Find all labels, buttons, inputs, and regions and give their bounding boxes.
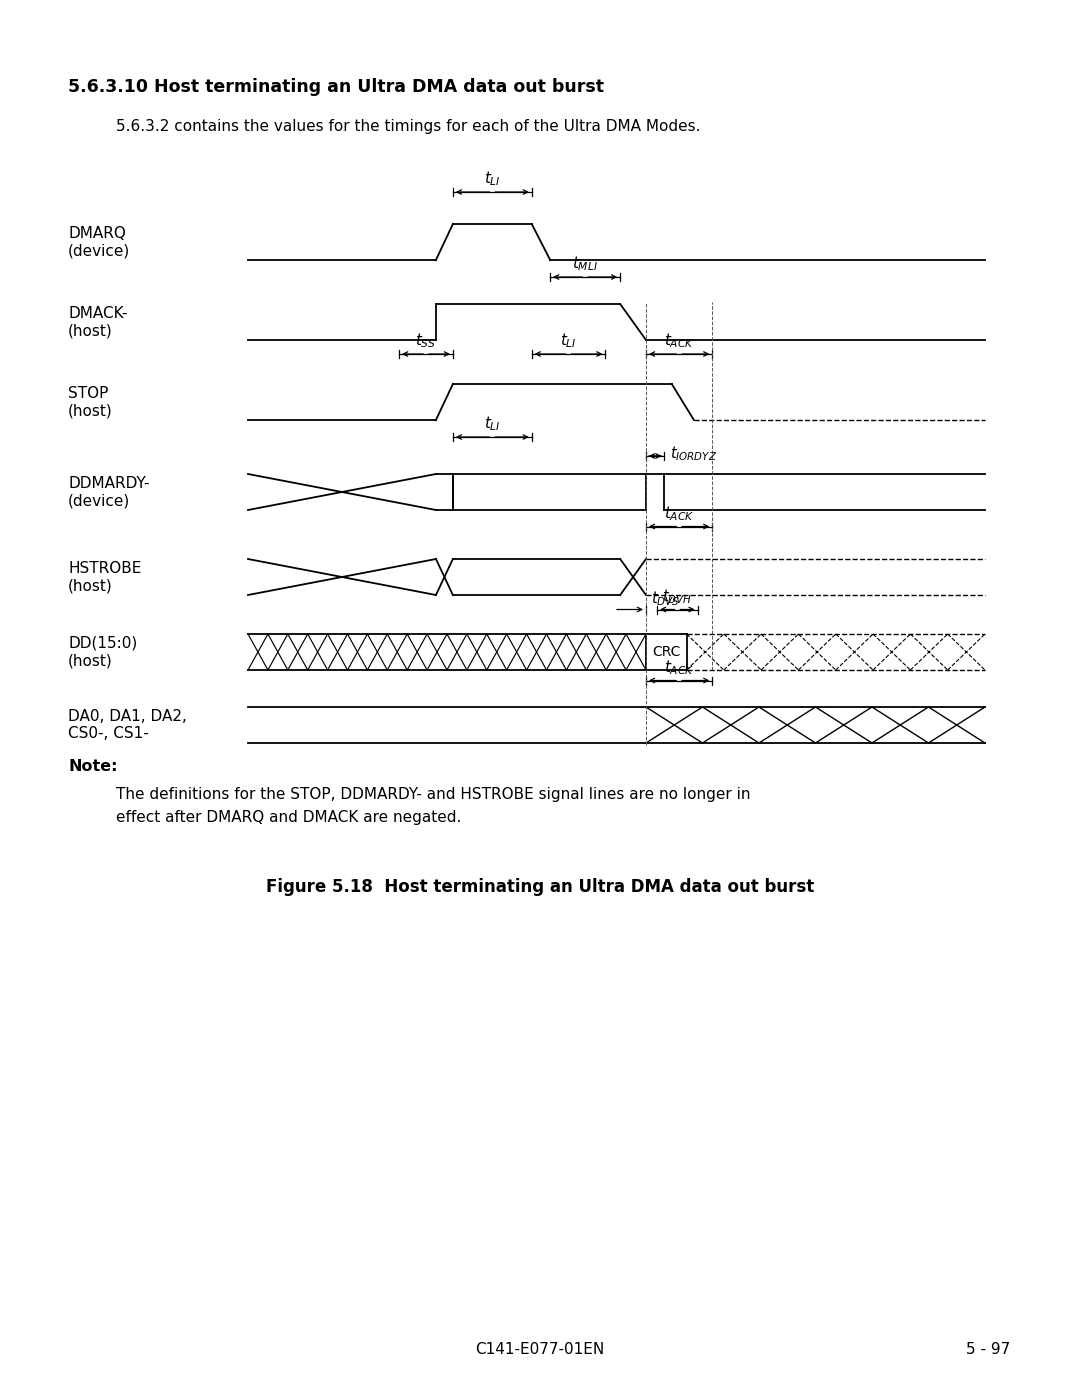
Text: $t_{SS}$: $t_{SS}$ [416,331,436,351]
Text: DA0, DA1, DA2,
CS0-, CS1-: DA0, DA1, DA2, CS0-, CS1- [68,708,187,742]
Text: Figure 5.18  Host terminating an Ultra DMA data out burst: Figure 5.18 Host terminating an Ultra DM… [266,877,814,895]
Text: DMARQ
(device): DMARQ (device) [68,226,131,258]
Text: $t_{IORDYZ}$: $t_{IORDYZ}$ [671,444,718,464]
Text: 5.6.3.2 contains the values for the timings for each of the Ultra DMA Modes.: 5.6.3.2 contains the values for the timi… [116,120,701,134]
Text: $t_{LI}$: $t_{LI}$ [484,169,501,189]
Text: 5 - 97: 5 - 97 [966,1341,1010,1356]
Text: $t_{ACK}$: $t_{ACK}$ [664,331,694,351]
Text: HSTROBE
(host): HSTROBE (host) [68,560,141,594]
Text: DD(15:0)
(host): DD(15:0) (host) [68,636,137,668]
Text: STOP
(host): STOP (host) [68,386,112,418]
Text: $t_{LI}$: $t_{LI}$ [561,331,577,351]
Text: The definitions for the STOP, DDMARDY- and HSTROBE signal lines are no longer in: The definitions for the STOP, DDMARDY- a… [116,787,751,826]
Text: DDMARDY-
(device): DDMARDY- (device) [68,476,149,509]
Text: $t_{ACK}$: $t_{ACK}$ [664,504,694,522]
Text: Note:: Note: [68,759,118,774]
Text: $t_{DVH}$: $t_{DVH}$ [662,587,692,606]
Text: 5.6.3.10 Host terminating an Ultra DMA data out burst: 5.6.3.10 Host terminating an Ultra DMA d… [68,78,604,96]
Text: $t_{LI}$: $t_{LI}$ [484,415,501,433]
Text: $t_{ACK}$: $t_{ACK}$ [664,658,694,678]
Text: DMACK-
(host): DMACK- (host) [68,306,127,338]
Text: $t_{MLI}$: $t_{MLI}$ [572,254,598,274]
Text: CRC: CRC [652,645,680,659]
Text: C141-E077-01EN: C141-E077-01EN [475,1341,605,1356]
Text: $t_{DVS}$: $t_{DVS}$ [651,590,679,608]
